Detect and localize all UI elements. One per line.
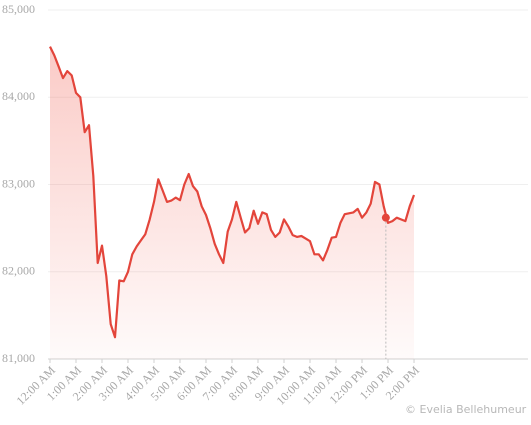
y-tick-label: 85,000: [2, 2, 35, 16]
watermark: © Evelia Bellehumeur: [405, 403, 527, 416]
line: [49, 46, 416, 339]
y-tick-label: 81,000: [2, 351, 35, 365]
y-tick-label: 84,000: [2, 89, 35, 103]
y-tick-label: 83,000: [2, 176, 35, 190]
marker-point: [381, 213, 390, 222]
area: [50, 46, 415, 359]
y-tick-label: 82,000: [2, 264, 35, 278]
